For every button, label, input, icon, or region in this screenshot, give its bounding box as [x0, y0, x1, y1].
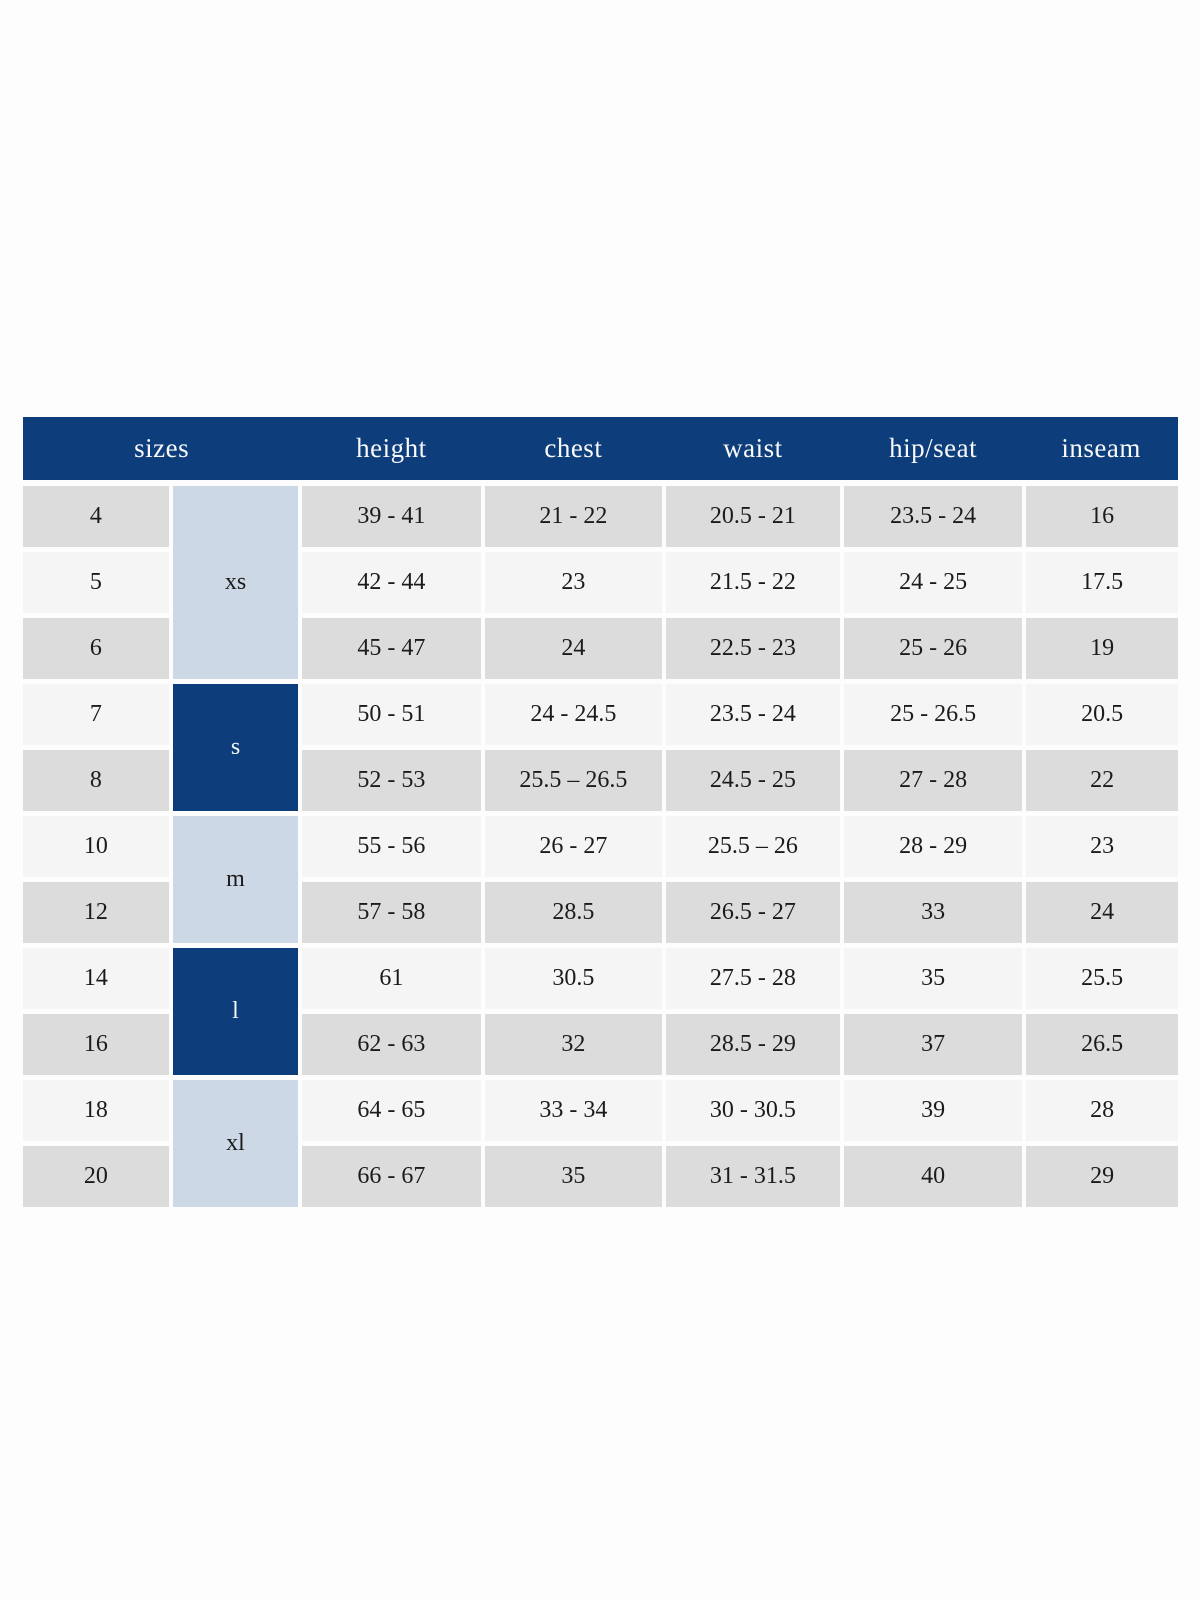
header-row: sizes height chest waist hip/seat inseam	[23, 417, 1178, 486]
height-cell: 64 - 65	[300, 1077, 485, 1146]
hip-seat-cell: 39	[841, 1077, 1027, 1146]
waist-cell: 27.5 - 28	[664, 945, 844, 1014]
size-row-14: 14 l 61 30.5 27.5 - 28 35 25.5	[23, 945, 1178, 1080]
size-cell: 7	[23, 681, 173, 750]
size-cell: 14	[23, 945, 173, 1014]
size-row-18: 18 xl 64 - 65 33 - 34 30 - 30.5 39 28	[23, 1077, 1178, 1212]
chest-cell: 33 - 34	[482, 1077, 667, 1146]
waist-cell: 26.5 - 27	[664, 879, 844, 948]
waist-cell: 30 - 30.5	[664, 1077, 844, 1146]
height-cell: 45 - 47	[300, 615, 485, 684]
waist-cell: 28.5 - 29	[664, 1011, 844, 1080]
size-group-cell-xs: xs	[170, 483, 303, 684]
column-header-waist: waist	[664, 417, 842, 486]
size-group-cell-l: l	[170, 945, 303, 1080]
chest-cell: 35	[482, 1143, 667, 1212]
column-header-hip-seat: hip/seat	[841, 417, 1025, 486]
chest-cell: 24	[482, 615, 667, 684]
size-row-16: 16 62 - 63 32 28.5 - 29 37 26.5	[23, 1011, 1178, 1080]
waist-cell: 22.5 - 23	[664, 615, 844, 684]
inseam-cell: 25.5	[1024, 945, 1178, 1014]
inseam-cell: 19	[1024, 615, 1178, 684]
chest-cell: 21 - 22	[482, 483, 667, 552]
size-group-cell-xl: xl	[170, 1077, 303, 1212]
column-header-height: height	[300, 417, 483, 486]
height-cell: 62 - 63	[300, 1011, 485, 1080]
hip-seat-cell: 24 - 25	[841, 549, 1027, 618]
size-cell: 12	[23, 879, 173, 948]
hip-seat-cell: 28 - 29	[841, 813, 1027, 882]
size-cell: 5	[23, 549, 173, 618]
inseam-cell: 17.5	[1024, 549, 1178, 618]
size-cell: 6	[23, 615, 173, 684]
hip-seat-cell: 27 - 28	[841, 747, 1027, 816]
size-row-12: 12 57 - 58 28.5 26.5 - 27 33 24	[23, 879, 1178, 948]
size-row-7: 7 s 50 - 51 24 - 24.5 23.5 - 24 25 - 26.…	[23, 681, 1178, 816]
chest-cell: 24 - 24.5	[482, 681, 667, 750]
chest-cell: 30.5	[482, 945, 667, 1014]
inseam-cell: 23	[1024, 813, 1178, 882]
hip-seat-cell: 40	[841, 1143, 1027, 1212]
height-cell: 52 - 53	[300, 747, 485, 816]
hip-seat-cell: 37	[841, 1011, 1027, 1080]
chest-cell: 23	[482, 549, 667, 618]
height-cell: 42 - 44	[300, 549, 485, 618]
size-row-6: 6 45 - 47 24 22.5 - 23 25 - 26 19	[23, 615, 1178, 684]
column-header-inseam: inseam	[1024, 417, 1178, 486]
column-header-chest: chest	[482, 417, 664, 486]
size-cell: 20	[23, 1143, 173, 1212]
inseam-cell: 24	[1024, 879, 1178, 948]
size-row-20: 20 66 - 67 35 31 - 31.5 40 29	[23, 1143, 1178, 1212]
size-group-cell-m: m	[170, 813, 303, 948]
size-row-8: 8 52 - 53 25.5 – 26.5 24.5 - 25 27 - 28 …	[23, 747, 1178, 816]
waist-cell: 21.5 - 22	[664, 549, 844, 618]
column-header-sizes: sizes	[23, 417, 301, 486]
inseam-cell: 28	[1024, 1077, 1178, 1146]
waist-cell: 25.5 – 26	[664, 813, 844, 882]
height-cell: 66 - 67	[300, 1143, 485, 1212]
size-row-10: 10 m 55 - 56 26 - 27 25.5 – 26 28 - 29 2…	[23, 813, 1178, 948]
height-cell: 57 - 58	[300, 879, 485, 948]
size-cell: 10	[23, 813, 173, 882]
inseam-cell: 26.5	[1024, 1011, 1178, 1080]
size-row-4: 4 xs 39 - 41 21 - 22 20.5 - 21 23.5 - 24…	[23, 483, 1178, 684]
size-chart-table: sizes height chest waist hip/seat inseam…	[23, 417, 1178, 1212]
height-cell: 61	[300, 945, 485, 1014]
size-cell: 4	[23, 483, 173, 552]
size-group-cell-s: s	[170, 681, 303, 816]
chest-cell: 28.5	[482, 879, 667, 948]
inseam-cell: 29	[1024, 1143, 1178, 1212]
inseam-cell: 16	[1024, 483, 1178, 552]
chest-cell: 26 - 27	[482, 813, 667, 882]
size-cell: 16	[23, 1011, 173, 1080]
hip-seat-cell: 25 - 26.5	[841, 681, 1027, 750]
size-chart: sizes height chest waist hip/seat inseam…	[23, 417, 1178, 1212]
waist-cell: 24.5 - 25	[664, 747, 844, 816]
inseam-cell: 22	[1024, 747, 1178, 816]
waist-cell: 20.5 - 21	[664, 483, 844, 552]
chest-cell: 25.5 – 26.5	[482, 747, 667, 816]
waist-cell: 31 - 31.5	[664, 1143, 844, 1212]
hip-seat-cell: 25 - 26	[841, 615, 1027, 684]
waist-cell: 23.5 - 24	[664, 681, 844, 750]
size-cell: 18	[23, 1077, 173, 1146]
height-cell: 50 - 51	[300, 681, 485, 750]
height-cell: 55 - 56	[300, 813, 485, 882]
hip-seat-cell: 35	[841, 945, 1027, 1014]
hip-seat-cell: 23.5 - 24	[841, 483, 1027, 552]
hip-seat-cell: 33	[841, 879, 1027, 948]
size-row-5: 5 42 - 44 23 21.5 - 22 24 - 25 17.5	[23, 549, 1178, 618]
size-cell: 8	[23, 747, 173, 816]
inseam-cell: 20.5	[1024, 681, 1178, 750]
height-cell: 39 - 41	[300, 483, 485, 552]
chest-cell: 32	[482, 1011, 667, 1080]
